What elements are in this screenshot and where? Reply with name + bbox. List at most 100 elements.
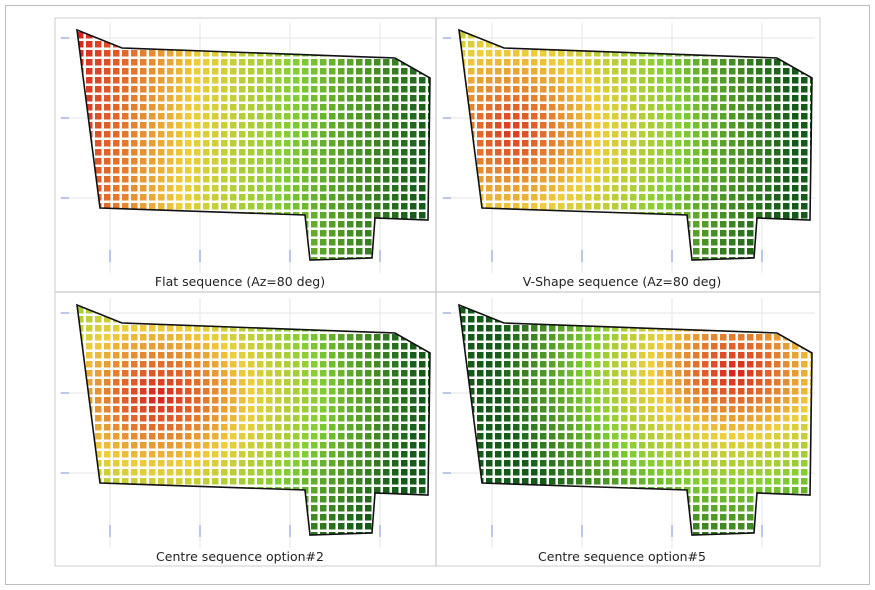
dot [239,185,246,192]
dot [104,316,111,323]
dot [383,451,390,458]
dot [374,86,381,93]
dot [513,176,520,183]
dot [320,149,327,156]
dot [131,113,138,120]
dot [311,487,318,494]
dot [167,104,174,111]
dot [284,343,291,350]
dot [221,167,228,174]
dot [131,478,138,485]
dot [176,370,183,377]
dot [756,487,763,494]
dot [720,221,727,228]
dot [747,433,754,440]
dot [392,442,399,449]
dot [194,176,201,183]
dot [230,77,237,84]
dot [365,158,372,165]
dot [167,50,174,57]
dot [684,415,691,422]
dot [765,149,772,156]
dot [540,469,547,476]
dot [248,86,255,93]
dot [320,523,327,530]
dot [738,149,745,156]
dot [320,68,327,75]
dot [311,343,318,350]
dot [720,460,727,467]
dot [329,158,336,165]
dot [513,140,520,147]
dot [702,379,709,386]
dot [86,334,93,341]
dot [221,158,228,165]
dot [711,86,718,93]
dot [293,140,300,147]
dot [540,460,547,467]
dot [549,167,556,174]
dot [347,131,354,138]
dot [158,77,165,84]
dot [477,122,484,129]
dot [603,167,610,174]
dot [374,59,381,66]
dot [194,203,201,210]
dot [486,50,493,57]
dot [675,59,682,66]
dot [729,176,736,183]
dot [630,167,637,174]
dot [302,415,309,422]
dot [338,397,345,404]
dot [239,95,246,102]
dot [774,86,781,93]
dot [702,203,709,210]
dot [549,113,556,120]
dot [657,131,664,138]
dot [275,167,282,174]
dot [374,149,381,156]
dot [666,406,673,413]
dot [720,442,727,449]
dot [113,113,120,120]
dot [495,406,502,413]
dot [486,361,493,368]
dot [167,388,174,395]
dot [140,149,147,156]
dot [176,131,183,138]
dot [140,334,147,341]
dot [630,131,637,138]
dot [311,131,318,138]
dot [383,140,390,147]
dot [302,158,309,165]
dot [221,86,228,93]
dot [419,433,426,440]
dot [738,523,745,530]
dot [576,424,583,431]
dot [239,370,246,377]
dot [603,86,610,93]
dot [293,370,300,377]
dot [756,113,763,120]
dot [630,469,637,476]
dot [113,442,120,449]
dot [558,397,565,404]
dot [801,167,808,174]
dot [720,451,727,458]
dot [86,77,93,84]
dot [486,406,493,413]
dot [621,140,628,147]
dot [347,388,354,395]
dot [693,212,700,219]
dot [95,352,102,359]
dot [383,334,390,341]
dot [131,451,138,458]
dot [140,460,147,467]
dot [302,203,309,210]
dot [140,113,147,120]
dot [801,212,808,219]
dot [293,113,300,120]
dot [477,140,484,147]
dot [594,149,601,156]
dot [558,104,565,111]
